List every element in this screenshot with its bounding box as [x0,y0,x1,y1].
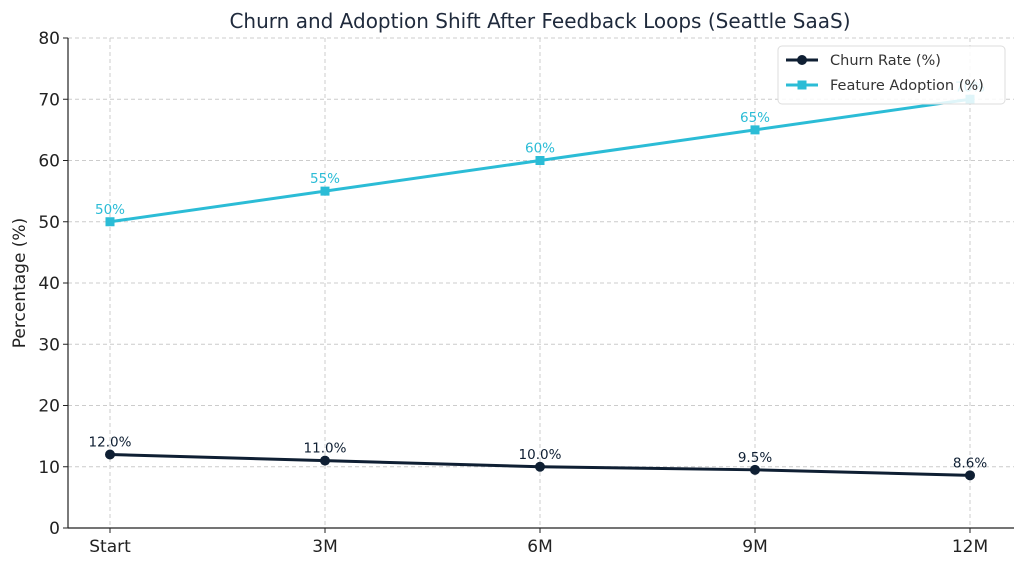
legend-box [777,45,1006,105]
data-label: 60% [525,141,555,157]
data-label: 11.0% [304,441,347,457]
y-tick-label: 70 [38,90,60,110]
data-point [535,461,545,472]
y-tick-label: 50 [38,213,60,233]
data-point [105,217,115,227]
y-axis-ticks: 0 10 20 30 40 50 60 70 80 [38,29,68,539]
x-tick-label: 12M [952,537,988,557]
y-tick-label: 0 [49,519,60,539]
data-label: 8.6% [953,455,987,471]
data-label: 9.5% [738,450,772,466]
legend-item: Feature Adoption (%) [786,78,984,94]
legend-swatch-marker [797,55,807,65]
y-tick-label: 20 [38,397,60,417]
x-tick-label: 9M [742,537,767,557]
y-tick-label: 40 [38,274,60,294]
chart-title: Churn and Adoption Shift After Feedback … [229,9,850,33]
legend-item: Churn Rate (%) [786,53,941,69]
data-point [105,449,115,460]
data-point [535,156,545,165]
y-tick-label: 10 [38,458,60,478]
x-tick-label: 3M [312,537,337,557]
data-label: 55% [310,171,340,187]
x-tick-label: 6M [527,537,552,557]
data-label: 50% [95,202,125,218]
legend-label: Churn Rate (%) [830,53,941,69]
y-tick-label: 30 [38,335,60,355]
data-label: 12.0% [89,435,132,451]
x-axis-ticks: Start 3M 6M 9M 12M [89,528,988,557]
data-label: 65% [740,110,770,126]
y-tick-label: 80 [38,29,60,49]
legend: Churn Rate (%) Feature Adoption (%) [777,45,1006,105]
data-point [750,464,760,475]
series-layer: 12.0%11.0%10.0%9.5%8.6%50%55%60%65%70% [89,79,987,481]
x-tick-label: Start [89,537,131,557]
series-churn-rate: 12.0% 11.0% 10.0% 9.5% 8.6% [89,435,987,481]
y-tick-label: 60 [38,152,60,172]
data-point [320,455,330,466]
legend-label: Feature Adoption (%) [830,78,984,94]
y-axis-title: Percentage (%) [10,218,30,348]
data-point [965,470,975,481]
legend-swatch-marker [797,80,807,90]
data-point [320,186,330,196]
data-label: 10.0% [519,447,562,463]
data-point [750,125,760,135]
